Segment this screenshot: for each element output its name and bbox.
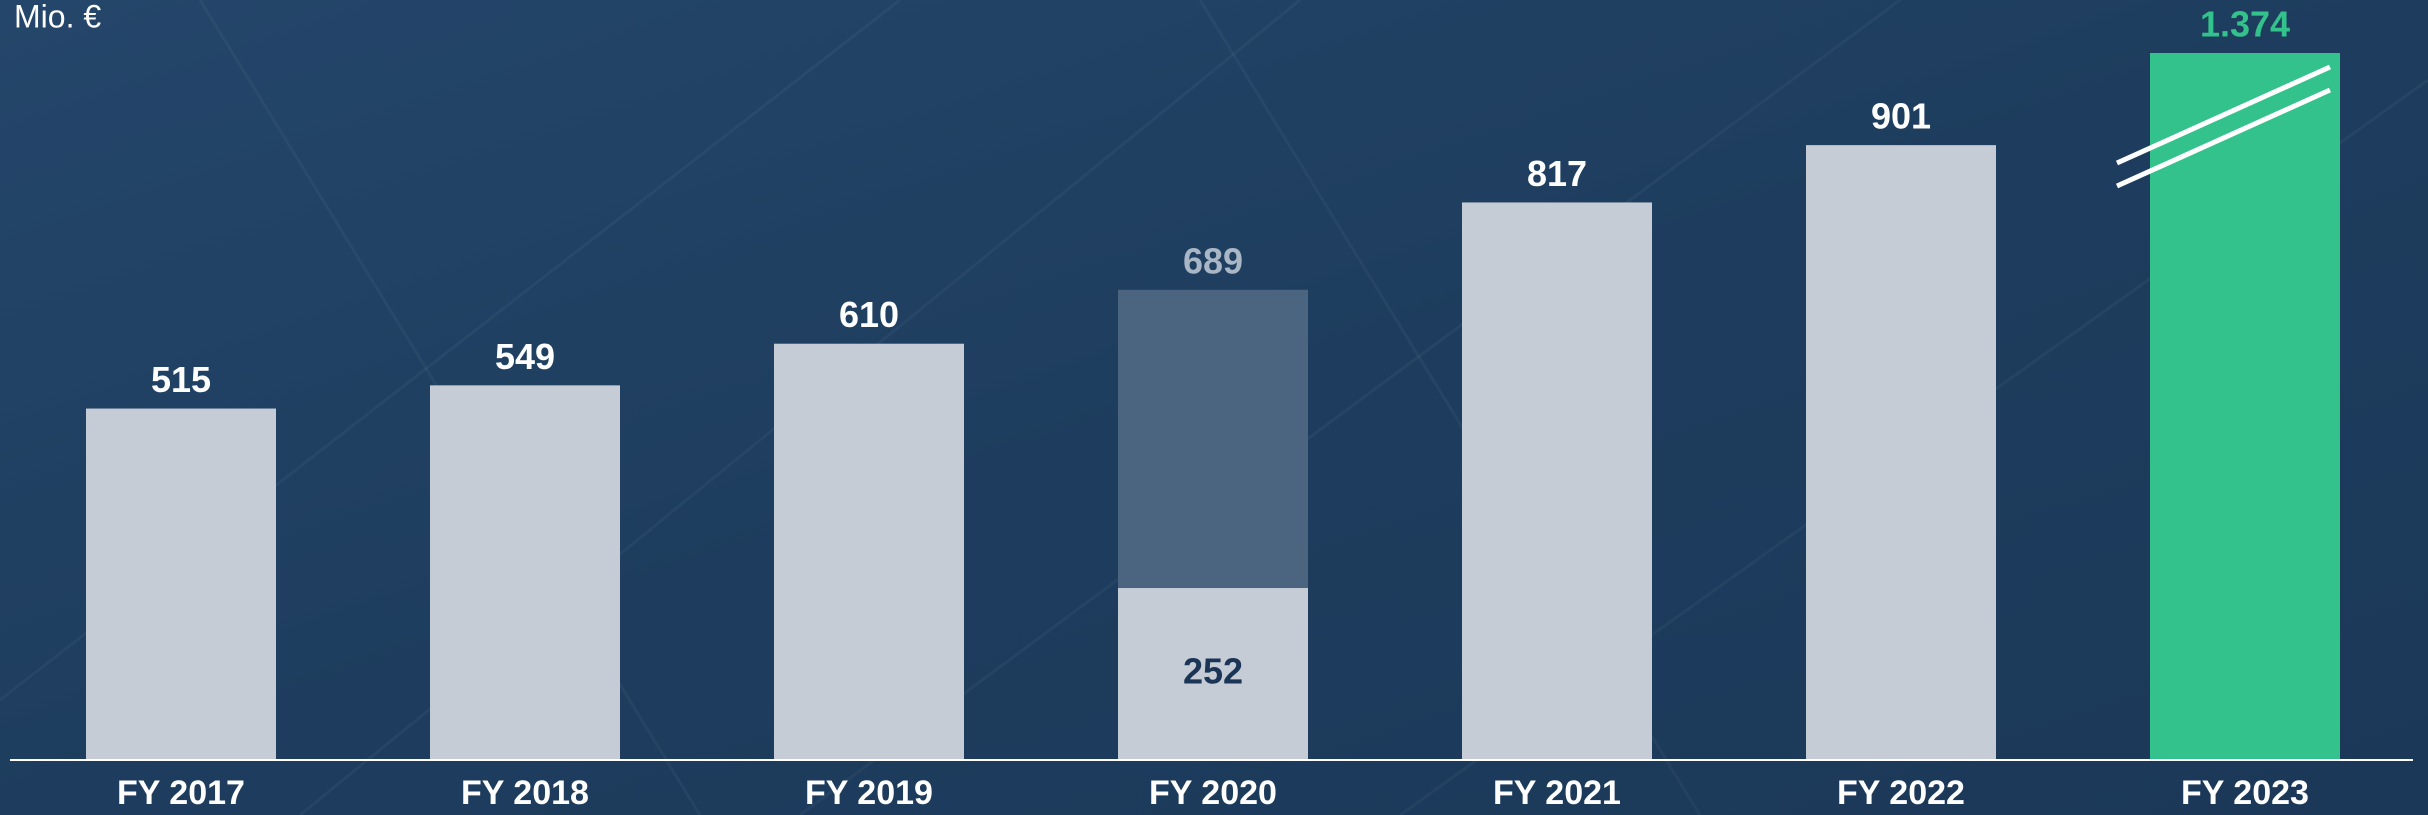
x-tick-label: FY 2017 — [117, 774, 245, 812]
bar — [1462, 202, 1652, 760]
y-axis-label: Mio. € — [14, 0, 101, 34]
x-tick-label: FY 2018 — [461, 774, 589, 812]
bars: FY 2017 FY 2018 FY 2019 FY 2020 FY 2021 FY 20… — [86, 4, 2340, 812]
data-label: 549 — [495, 336, 555, 377]
x-tick-label: FY 2023 — [2181, 774, 2309, 812]
data-label: 689 — [1183, 240, 1243, 281]
axis-break — [2115, 64, 2332, 189]
bar — [86, 408, 276, 760]
data-label: 1.374 — [2200, 4, 2290, 45]
data-label: 610 — [839, 294, 899, 335]
bar — [1806, 145, 1996, 760]
x-tick-label: FY 2019 — [805, 774, 933, 812]
bar — [2150, 53, 2340, 760]
value-labels: FY 2017 FY 2018 FY 2019 FY 2020 FY 2021 FY 20… — [117, 4, 2309, 812]
x-tick-label: FY 2020 — [1149, 774, 1277, 812]
data-label: 252 — [1183, 651, 1243, 692]
x-tick-label: FY 2022 — [1837, 774, 1965, 812]
bar — [1118, 588, 1308, 760]
bar-group — [86, 53, 2340, 760]
data-label: 817 — [1527, 153, 1587, 194]
bar — [774, 343, 964, 760]
bar — [430, 385, 620, 760]
data-label: 901 — [1871, 96, 1931, 137]
data-label: 515 — [151, 359, 211, 400]
x-tick-label: FY 2021 — [1493, 774, 1621, 812]
